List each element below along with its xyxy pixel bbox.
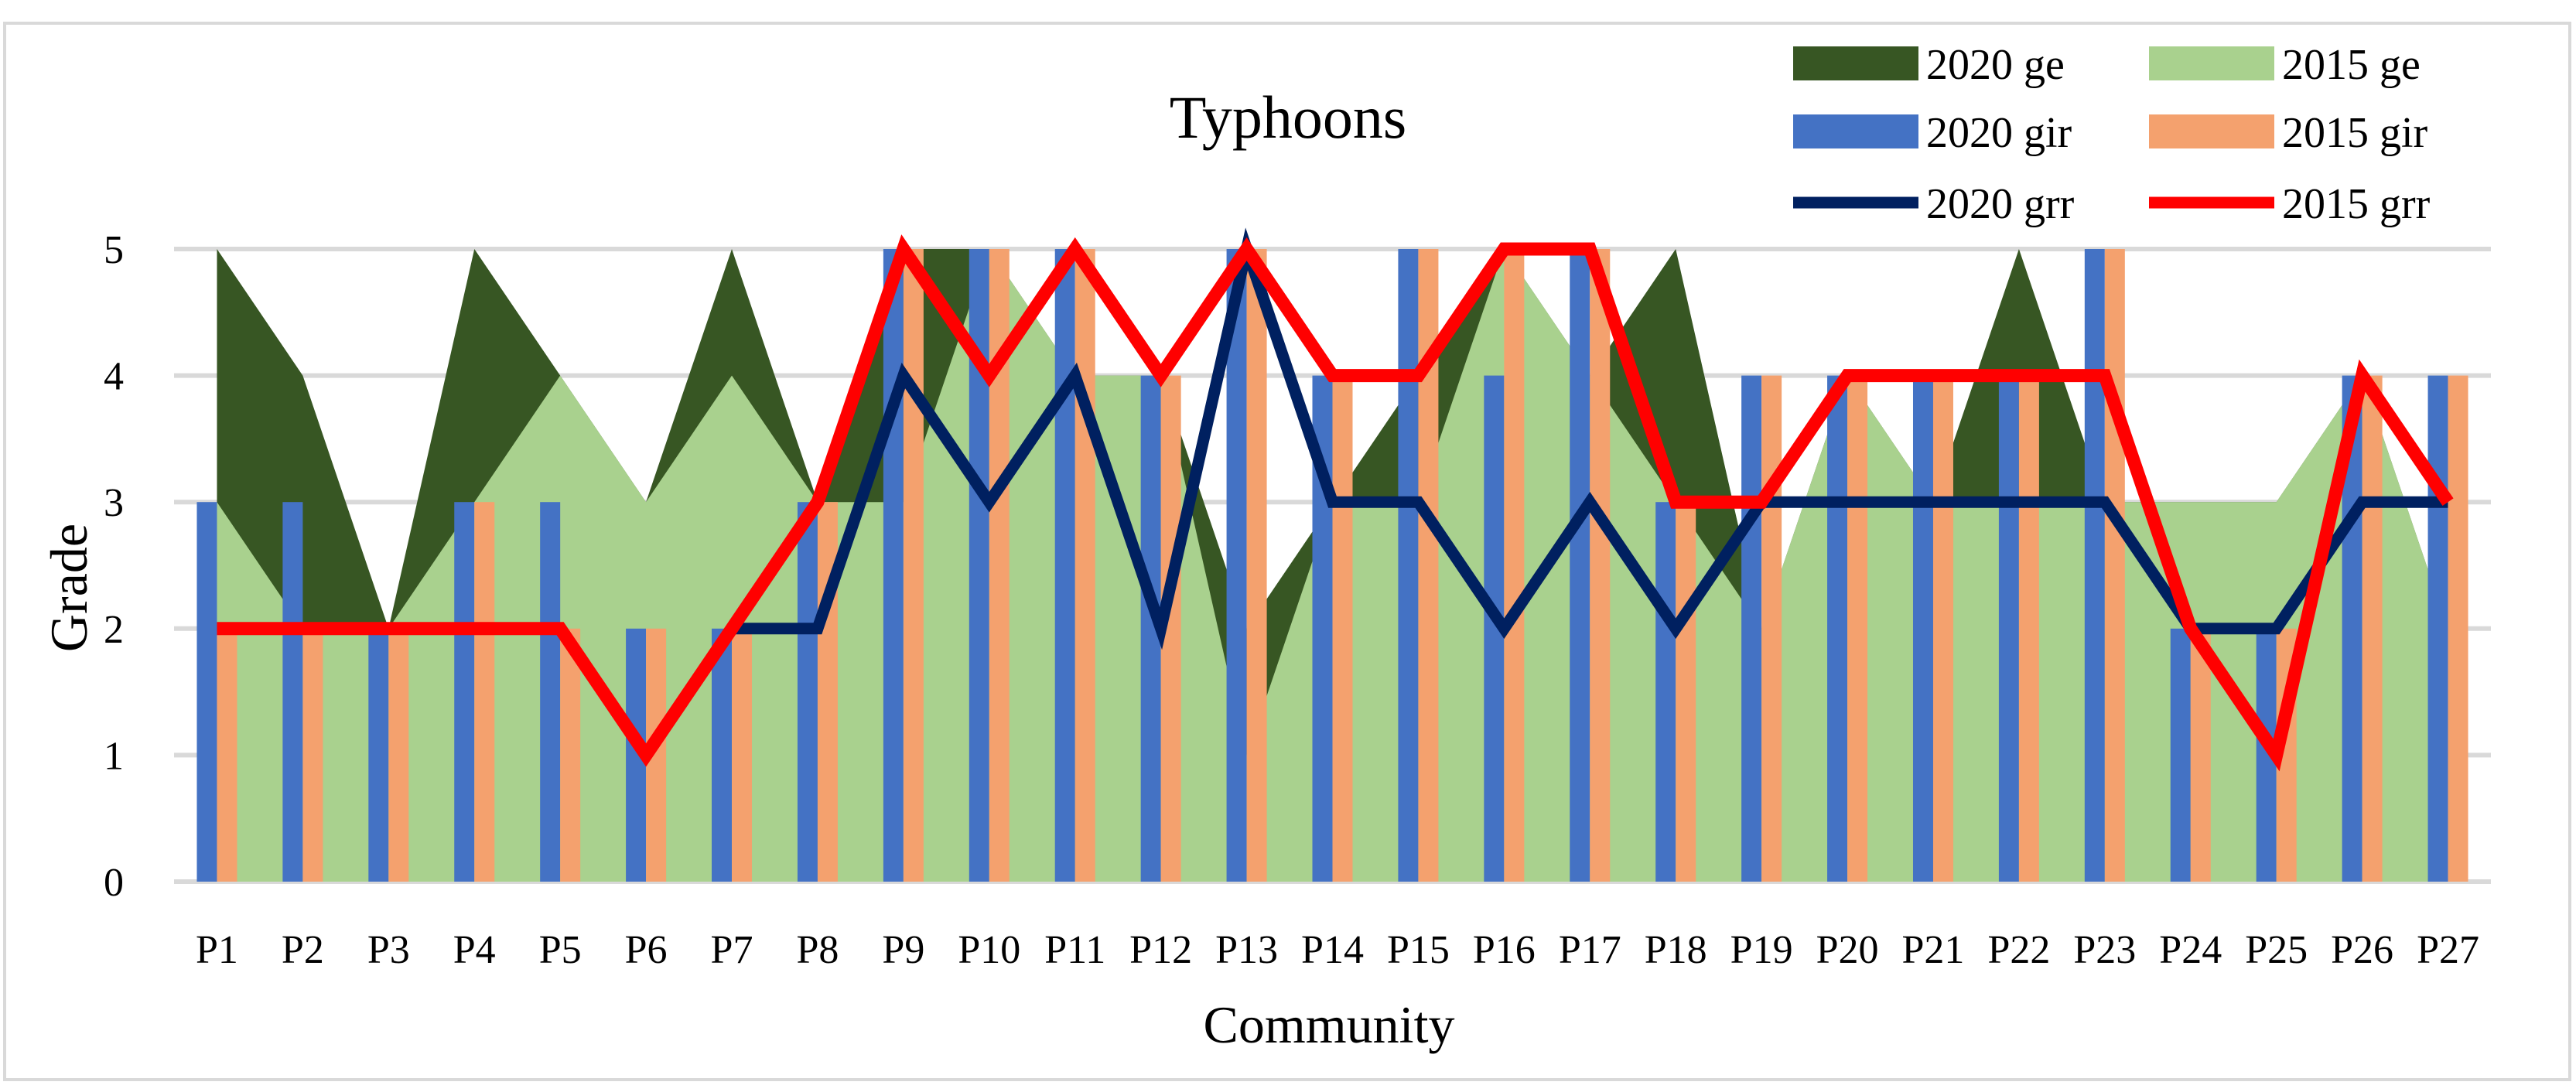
bar-2020-gir-P4 bbox=[454, 502, 475, 882]
bar-2015-gir-P5 bbox=[560, 628, 581, 882]
x-tick-label: P4 bbox=[453, 928, 496, 972]
x-tick-label: P14 bbox=[1301, 928, 1364, 972]
legend-label-2015-gir: 2015 gir bbox=[2282, 109, 2428, 157]
bar-2020-gir-P18 bbox=[1655, 502, 1676, 882]
legend-label-2015-ge: 2015 ge bbox=[2282, 41, 2421, 89]
bar-2020-gir-P21 bbox=[1912, 375, 1933, 882]
bar-2015-gir-P16 bbox=[1504, 249, 1525, 882]
bar-2020-gir-P20 bbox=[1827, 375, 1848, 882]
bar-2020-gir-P24 bbox=[2170, 628, 2191, 882]
axis-ticks: 0 1 2 3 4 5 P1 P2 P3 P4 P5 P6 P7 P8 P9 P10 P11 P12 P13 P14 P… bbox=[104, 228, 2479, 972]
x-tick-label: P2 bbox=[282, 928, 324, 972]
x-tick-label: P23 bbox=[2073, 928, 2136, 972]
y-tick-label: 2 bbox=[104, 608, 124, 652]
legend-swatch-2015-gir bbox=[2149, 114, 2274, 148]
bar-2020-gir-P1 bbox=[196, 502, 217, 882]
bar-2020-gir-P5 bbox=[540, 502, 561, 882]
bar-2015-gir-P23 bbox=[2104, 249, 2125, 882]
bar-2020-gir-P2 bbox=[282, 502, 303, 882]
x-tick-label: P11 bbox=[1044, 928, 1105, 972]
bar-2015-gir-P3 bbox=[388, 628, 409, 882]
y-tick-label: 5 bbox=[104, 228, 124, 272]
x-tick-label: P17 bbox=[1559, 928, 1621, 972]
x-tick-label: P10 bbox=[958, 928, 1020, 972]
bar-2020-gir-P11 bbox=[1054, 249, 1075, 882]
y-tick-label: 0 bbox=[104, 861, 124, 905]
chart-title: Typhoons bbox=[1170, 84, 1407, 151]
line-2015-grr bbox=[217, 234, 2454, 772]
x-tick-label: P22 bbox=[1987, 928, 2050, 972]
bar-2020-gir-P27 bbox=[2427, 375, 2448, 882]
x-tick-label: P3 bbox=[367, 928, 410, 972]
bar-2015-gir-P17 bbox=[1590, 249, 1611, 882]
legend-swatch-2020-gir bbox=[1793, 114, 1918, 148]
y-axis-title: Grade bbox=[39, 524, 98, 652]
y-tick-label: 3 bbox=[104, 481, 124, 525]
bar-2015-gir-P2 bbox=[302, 628, 323, 882]
legend-swatch-2015-ge bbox=[2149, 46, 2274, 80]
x-tick-label: P27 bbox=[2417, 928, 2479, 972]
x-tick-label: P25 bbox=[2245, 928, 2308, 972]
legend-swatch-2020-ge bbox=[1793, 46, 1918, 80]
bar-2015-gir-P21 bbox=[1932, 375, 1953, 882]
bar-2015-gir-P4 bbox=[474, 502, 495, 882]
bar-2015-gir-P1 bbox=[217, 628, 237, 882]
bar-2015-gir-P22 bbox=[2018, 375, 2039, 882]
x-tick-label: P12 bbox=[1129, 928, 1192, 972]
bar-2020-gir-P13 bbox=[1226, 249, 1247, 882]
bar-2015-gir-P24 bbox=[2190, 628, 2211, 882]
y-tick-label: 4 bbox=[104, 355, 124, 399]
legend-label-2020-grr: 2020 grr bbox=[1926, 180, 2075, 228]
x-tick-label: P18 bbox=[1645, 928, 1707, 972]
bar-2020-gir-P15 bbox=[1398, 249, 1419, 882]
legend-label-2015-grr: 2015 grr bbox=[2282, 180, 2431, 228]
bar-2020-gir-P17 bbox=[1570, 249, 1590, 882]
x-tick-label: P8 bbox=[796, 928, 839, 972]
legend: 2020 ge 2015 ge 2020 gir 2015 gir 2020 grr 20… bbox=[1793, 41, 2431, 228]
legend-label-2020-ge: 2020 ge bbox=[1926, 41, 2065, 89]
x-tick-label: P1 bbox=[196, 928, 238, 972]
x-tick-label: P24 bbox=[2159, 928, 2222, 972]
bar-2015-gir-P11 bbox=[1074, 249, 1095, 882]
bar-2015-gir-P20 bbox=[1847, 375, 1868, 882]
x-tick-label: P13 bbox=[1215, 928, 1278, 972]
bar-2020-gir-P7 bbox=[712, 628, 733, 882]
y-tick-label: 1 bbox=[104, 734, 124, 778]
bar-2020-gir-P3 bbox=[368, 628, 389, 882]
x-tick-label: P6 bbox=[625, 928, 668, 972]
x-tick-label: P26 bbox=[2331, 928, 2393, 972]
x-tick-label: P16 bbox=[1473, 928, 1536, 972]
bar-2020-gir-P8 bbox=[797, 502, 818, 882]
bar-2015-gir-P8 bbox=[817, 502, 838, 882]
line-series bbox=[217, 227, 2454, 772]
x-tick-label: P9 bbox=[882, 928, 924, 972]
bar-2015-gir-P9 bbox=[903, 249, 924, 882]
x-tick-label: P15 bbox=[1387, 928, 1450, 972]
bar-2020-gir-P9 bbox=[883, 249, 904, 882]
bar-2015-gir-P14 bbox=[1332, 375, 1353, 882]
bar-2015-gir-P18 bbox=[1676, 502, 1696, 882]
x-tick-label: P20 bbox=[1816, 928, 1879, 972]
bar-2015-gir-P26 bbox=[2362, 375, 2383, 882]
x-tick-label: P21 bbox=[1902, 928, 1965, 972]
bar-2020-gir-P23 bbox=[2084, 249, 2105, 882]
bar-2020-gir-P19 bbox=[1741, 375, 1762, 882]
bar-2015-gir-P19 bbox=[1761, 375, 1782, 882]
legend-label-2020-gir: 2020 gir bbox=[1926, 109, 2072, 157]
x-axis-title: Community bbox=[1204, 995, 1455, 1054]
bar-2015-gir-P27 bbox=[2448, 375, 2468, 882]
bar-2015-gir-P7 bbox=[732, 628, 753, 882]
bar-2015-gir-P13 bbox=[1246, 249, 1267, 882]
x-tick-label: P7 bbox=[711, 928, 753, 972]
x-tick-label: P5 bbox=[539, 928, 582, 972]
x-tick-label: P19 bbox=[1730, 928, 1793, 972]
bar-2020-gir-P22 bbox=[1998, 375, 2019, 882]
